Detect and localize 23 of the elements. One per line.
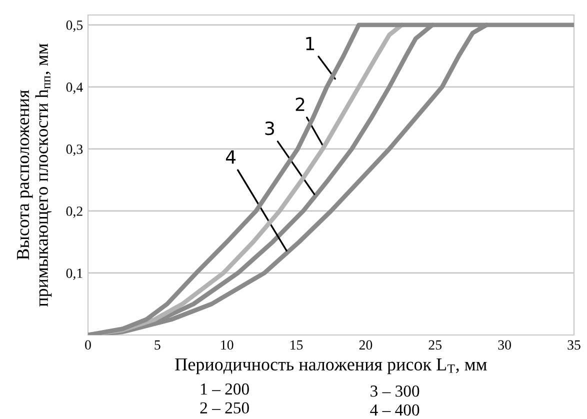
- x-tick-label: 0: [85, 340, 91, 350]
- text: 4 – 400: [370, 404, 420, 416]
- y-tick-label: 0,5: [66, 20, 83, 32]
- text: 2 – 250: [200, 402, 249, 414]
- y-tick-label: 0,2: [66, 206, 82, 218]
- x-tick-label: 25: [428, 340, 442, 350]
- annotation: 2: [296, 98, 304, 111]
- y-axis-title: Высота расположения примыкающего плоскости h$_{пп}$, мм: [17, 44, 52, 307]
- x-tick-label: 20: [359, 340, 372, 350]
- y-tick-label: 0,1: [66, 268, 82, 280]
- x-tick-label: 5: [154, 340, 160, 350]
- x-tick-label: 30: [498, 340, 511, 350]
- y-tick-label: 0,3: [66, 144, 83, 156]
- annotation: 4: [226, 150, 236, 164]
- annotation: 3: [265, 122, 274, 136]
- x-tick-label: 35: [568, 340, 580, 350]
- text: 3 – 300: [370, 386, 420, 397]
- text: 1 – 200: [201, 383, 249, 395]
- annotation: 1: [306, 36, 314, 50]
- y-tick-label: 0,4: [66, 82, 83, 94]
- x-axis-title: Периодичность наложения рисок L$_{Т}$, мм: [175, 358, 487, 374]
- x-tick-label: 10: [221, 340, 234, 350]
- x-tick-label: 15: [290, 340, 303, 350]
